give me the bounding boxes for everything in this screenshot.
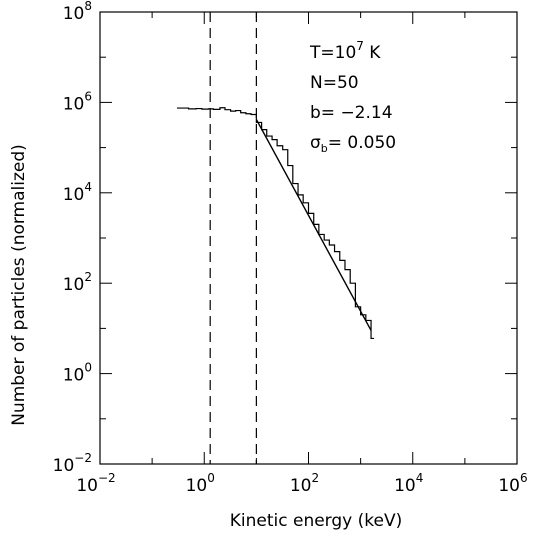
- labels-group: Kinetic energy (keV) Number of particles…: [9, 144, 402, 531]
- histogram-series: [176, 107, 375, 340]
- y-tick-label: 104: [63, 180, 92, 205]
- annotation-line: N=50: [310, 73, 359, 93]
- series-group: [176, 107, 375, 340]
- ticks-group: 10−2 100 102 104 106 10−2 100 102 104 106 108: [53, 0, 528, 496]
- annotation-line: b= −2.14: [310, 103, 393, 123]
- y-tick-label: 100: [63, 361, 92, 386]
- y-axis-label: Number of particles (normalized): [9, 144, 29, 426]
- x-tick-label: 104: [394, 471, 423, 496]
- x-tick-label: 100: [186, 471, 215, 496]
- annotation-line: σb= 0.050: [310, 133, 396, 155]
- x-axis-label: Kinetic energy (keV): [230, 511, 402, 531]
- reference-lines: [209, 12, 257, 464]
- x-tick-label: 106: [498, 471, 527, 496]
- plot-frame: [99, 11, 518, 465]
- y-tick-label: 108: [63, 0, 92, 24]
- y-tick-label: 102: [63, 270, 92, 295]
- power-law-fit-line: [255, 119, 372, 331]
- plot-frame-group: [99, 11, 518, 465]
- y-tick-label: 10−2: [53, 451, 92, 476]
- x-tick-label: 10−2: [76, 471, 115, 496]
- annotation-box: T=107 K N=50 b= −2.14 σb= 0.050: [309, 39, 396, 155]
- y-tick-label: 106: [63, 89, 92, 114]
- annotation-line: T=107 K: [309, 39, 381, 63]
- x-tick-label: 102: [290, 471, 319, 496]
